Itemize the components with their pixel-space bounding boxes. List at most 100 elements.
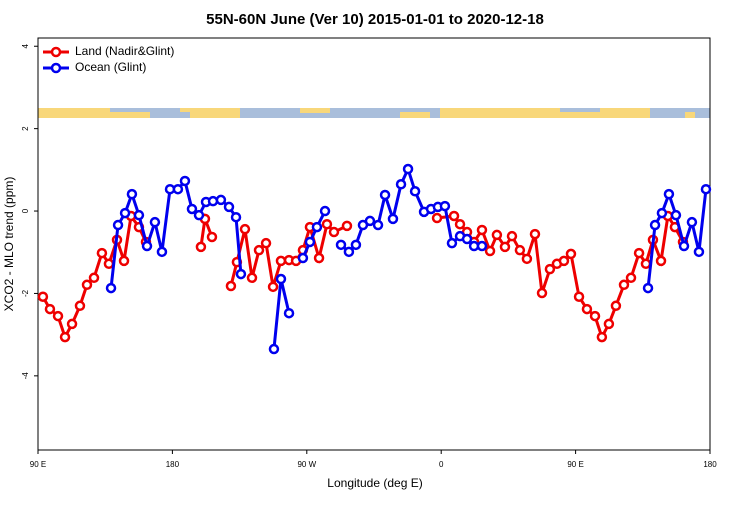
point	[649, 219, 661, 231]
point	[558, 255, 570, 267]
x-tick-label: 90 E	[30, 460, 46, 469]
point	[402, 163, 414, 175]
point	[59, 331, 71, 343]
point	[693, 246, 705, 258]
y-tick-label: 0	[21, 208, 30, 213]
series-line	[109, 164, 708, 350]
point	[66, 318, 78, 330]
point	[633, 247, 645, 259]
point	[319, 205, 331, 217]
point	[149, 216, 161, 228]
point	[476, 240, 488, 252]
point	[112, 219, 124, 231]
point	[103, 258, 115, 270]
point	[260, 237, 272, 249]
point	[655, 255, 667, 267]
point	[133, 209, 145, 221]
point	[186, 203, 198, 215]
y-tick-label: 4	[21, 43, 30, 48]
point	[215, 194, 227, 206]
point	[225, 280, 237, 292]
point	[640, 258, 652, 270]
chart-title: 55N-60N June (Ver 10) 2015-01-01 to 2020…	[206, 11, 544, 28]
point	[395, 179, 407, 190]
point	[536, 287, 548, 299]
legend-marker	[50, 46, 62, 58]
x-tick-label: 180	[703, 460, 717, 469]
point	[663, 188, 675, 200]
point	[454, 218, 466, 230]
point	[642, 282, 654, 294]
point	[341, 220, 353, 232]
point	[625, 272, 637, 284]
point	[431, 212, 443, 224]
point	[118, 255, 130, 267]
point	[506, 230, 518, 242]
point	[206, 231, 218, 243]
point	[179, 175, 191, 187]
point	[235, 268, 247, 280]
point	[491, 229, 503, 241]
point	[275, 255, 287, 267]
point	[311, 221, 323, 233]
point	[476, 224, 488, 236]
y-tick-label: -2	[21, 289, 30, 297]
point	[304, 236, 316, 248]
point	[321, 218, 333, 230]
point	[141, 240, 153, 252]
point	[253, 244, 265, 256]
point	[686, 216, 698, 228]
series-line	[41, 211, 685, 341]
y-tick-label: 2	[21, 126, 30, 131]
point	[313, 252, 325, 264]
point	[96, 247, 108, 259]
point	[656, 207, 668, 219]
point	[589, 310, 601, 322]
point	[603, 318, 615, 330]
point	[372, 219, 384, 231]
point	[573, 291, 585, 302]
point	[230, 211, 242, 223]
point	[275, 273, 287, 285]
point	[246, 272, 258, 284]
point	[52, 310, 64, 322]
x-tick-label: 180	[166, 460, 180, 469]
x-tick-label: 90 W	[297, 460, 316, 469]
point	[544, 263, 556, 275]
point	[156, 246, 168, 258]
point	[119, 207, 131, 219]
point	[448, 210, 460, 222]
point	[387, 213, 399, 225]
point	[207, 195, 219, 207]
point	[521, 253, 533, 265]
point	[223, 201, 235, 213]
point	[283, 307, 295, 319]
point	[618, 279, 630, 291]
point	[74, 300, 86, 312]
x-tick-label: 0	[439, 460, 444, 469]
point	[81, 279, 93, 291]
point	[343, 246, 355, 258]
point	[239, 223, 251, 235]
point	[610, 300, 622, 312]
point	[581, 303, 593, 315]
point	[379, 189, 391, 201]
point	[88, 272, 100, 284]
point	[364, 215, 376, 227]
point	[439, 200, 451, 212]
point	[172, 183, 184, 195]
point	[37, 291, 49, 302]
point	[484, 245, 496, 257]
point	[105, 282, 117, 294]
y-axis-title: XCO2 - MLO trend (ppm)	[2, 177, 16, 312]
point	[409, 186, 421, 197]
point	[297, 252, 309, 264]
point	[126, 188, 138, 200]
legend-label: Land (Nadir&Glint)	[75, 44, 174, 58]
point	[44, 303, 56, 315]
point	[268, 343, 280, 355]
y-tick-label: -4	[21, 372, 30, 380]
point	[195, 241, 207, 253]
point	[678, 240, 690, 252]
